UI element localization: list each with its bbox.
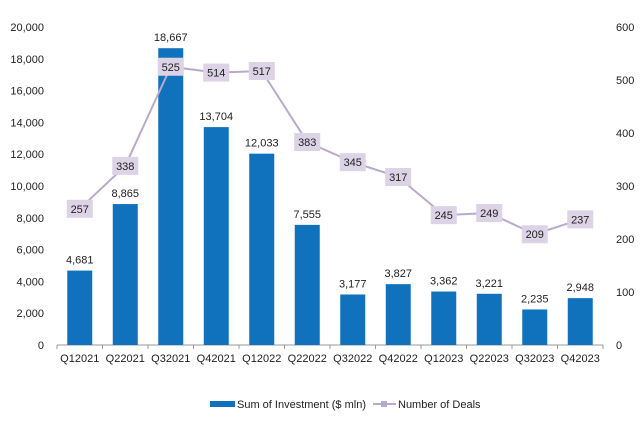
bar-data-label: 18,667	[154, 32, 188, 44]
bar-data-label: 4,681	[66, 255, 94, 267]
y-left-tick-label: 20,000	[10, 22, 44, 34]
bar-data-label: 13,704	[199, 111, 233, 123]
y-left-tick-label: 6,000	[16, 245, 44, 257]
deals-data-label: 317	[389, 172, 407, 184]
deals-data-label: 383	[298, 137, 316, 149]
bar-Q12021	[67, 270, 93, 345]
bar-Q22023	[476, 293, 502, 345]
x-tick-label: Q42022	[379, 353, 418, 365]
y-left-tick-label: 8,000	[16, 213, 44, 225]
bar-Q42022	[385, 284, 411, 345]
y-left-tick-label: 16,000	[10, 86, 44, 98]
x-tick-label: Q42021	[197, 353, 236, 365]
deals-label-box	[521, 225, 548, 244]
x-tick-label: Q32021	[151, 353, 190, 365]
deals-label-box	[248, 61, 275, 80]
deals-label-box	[430, 206, 457, 225]
deals-label-box	[385, 167, 412, 186]
y-right-tick-label: 400	[616, 128, 634, 140]
deals-data-label: 517	[253, 66, 271, 78]
deals-data-label: 257	[71, 204, 89, 216]
y-right-tick-label: 200	[616, 234, 634, 246]
x-tick-label: Q22023	[470, 353, 509, 365]
legend-bar-swatch	[210, 401, 235, 407]
deals-data-label: 338	[116, 161, 134, 173]
y-right-tick-label: 100	[616, 287, 634, 299]
x-tick-label: Q42023	[561, 353, 600, 365]
bar-data-label: 2,948	[566, 282, 594, 294]
bar-Q42023	[567, 298, 593, 345]
deals-label-box	[476, 204, 503, 223]
deals-label-box	[203, 63, 230, 82]
bar-data-label: 12,033	[245, 138, 279, 150]
y-right-tick-label: 500	[616, 75, 634, 87]
deals-label-box	[66, 199, 93, 218]
x-tick-label: Q32023	[515, 353, 554, 365]
y-left-tick-label: 0	[38, 340, 44, 352]
bar-Q22021	[112, 204, 138, 345]
deals-data-label: 345	[344, 157, 362, 169]
bar-data-label: 3,362	[430, 276, 458, 288]
y-left-tick-label: 14,000	[10, 117, 44, 129]
bar-data-label: 2,235	[521, 293, 549, 305]
x-tick-label: Q12021	[60, 353, 99, 365]
bar-data-label: 7,555	[293, 209, 321, 221]
x-tick-label: Q32022	[333, 353, 372, 365]
x-tick-label: Q22022	[288, 353, 327, 365]
deals-data-label: 245	[435, 210, 453, 222]
y-right-tick-label: 0	[616, 340, 622, 352]
bar-Q22022	[294, 224, 320, 345]
x-tick-label: Q22021	[106, 353, 145, 365]
deals-data-label: 514	[207, 68, 225, 80]
deals-data-label: 209	[526, 229, 544, 241]
bar-Q32021	[158, 48, 184, 345]
deals-label-box	[157, 57, 184, 76]
y-right-tick-label: 300	[616, 181, 634, 193]
legend-line-marker	[381, 401, 387, 407]
bar-Q12022	[249, 153, 275, 345]
deals-label-box	[339, 153, 366, 172]
x-tick-label: Q12023	[424, 353, 463, 365]
deals-label-box	[567, 210, 594, 229]
x-tick-label: Q12022	[242, 353, 281, 365]
y-left-tick-label: 12,000	[10, 149, 44, 161]
bar-data-label: 3,221	[475, 278, 503, 290]
deals-data-label: 249	[480, 208, 498, 220]
bar-data-label: 3,827	[384, 268, 412, 280]
deals-label-box	[112, 156, 139, 175]
y-left-tick-label: 4,000	[16, 276, 44, 288]
deals-data-label: 525	[162, 62, 180, 74]
bar-data-label: 3,177	[339, 278, 367, 290]
bar-Q32022	[340, 294, 366, 345]
legend-bar-label: Sum of Investment ($ mln)	[237, 399, 366, 411]
bar-Q32023	[522, 309, 548, 345]
bar-Q42021	[203, 127, 229, 345]
deals-line	[79, 65, 581, 236]
legend-line-label: Number of Deals	[398, 399, 481, 411]
deals-label-box	[294, 133, 321, 152]
bar-Q12023	[431, 291, 457, 345]
y-left-tick-label: 2,000	[16, 308, 44, 320]
y-right-tick-label: 600	[616, 22, 634, 34]
y-left-tick-label: 18,000	[10, 54, 44, 66]
y-left-tick-label: 10,000	[10, 181, 44, 193]
bar-data-label: 8,865	[111, 188, 139, 200]
deals-data-label: 237	[571, 214, 589, 226]
